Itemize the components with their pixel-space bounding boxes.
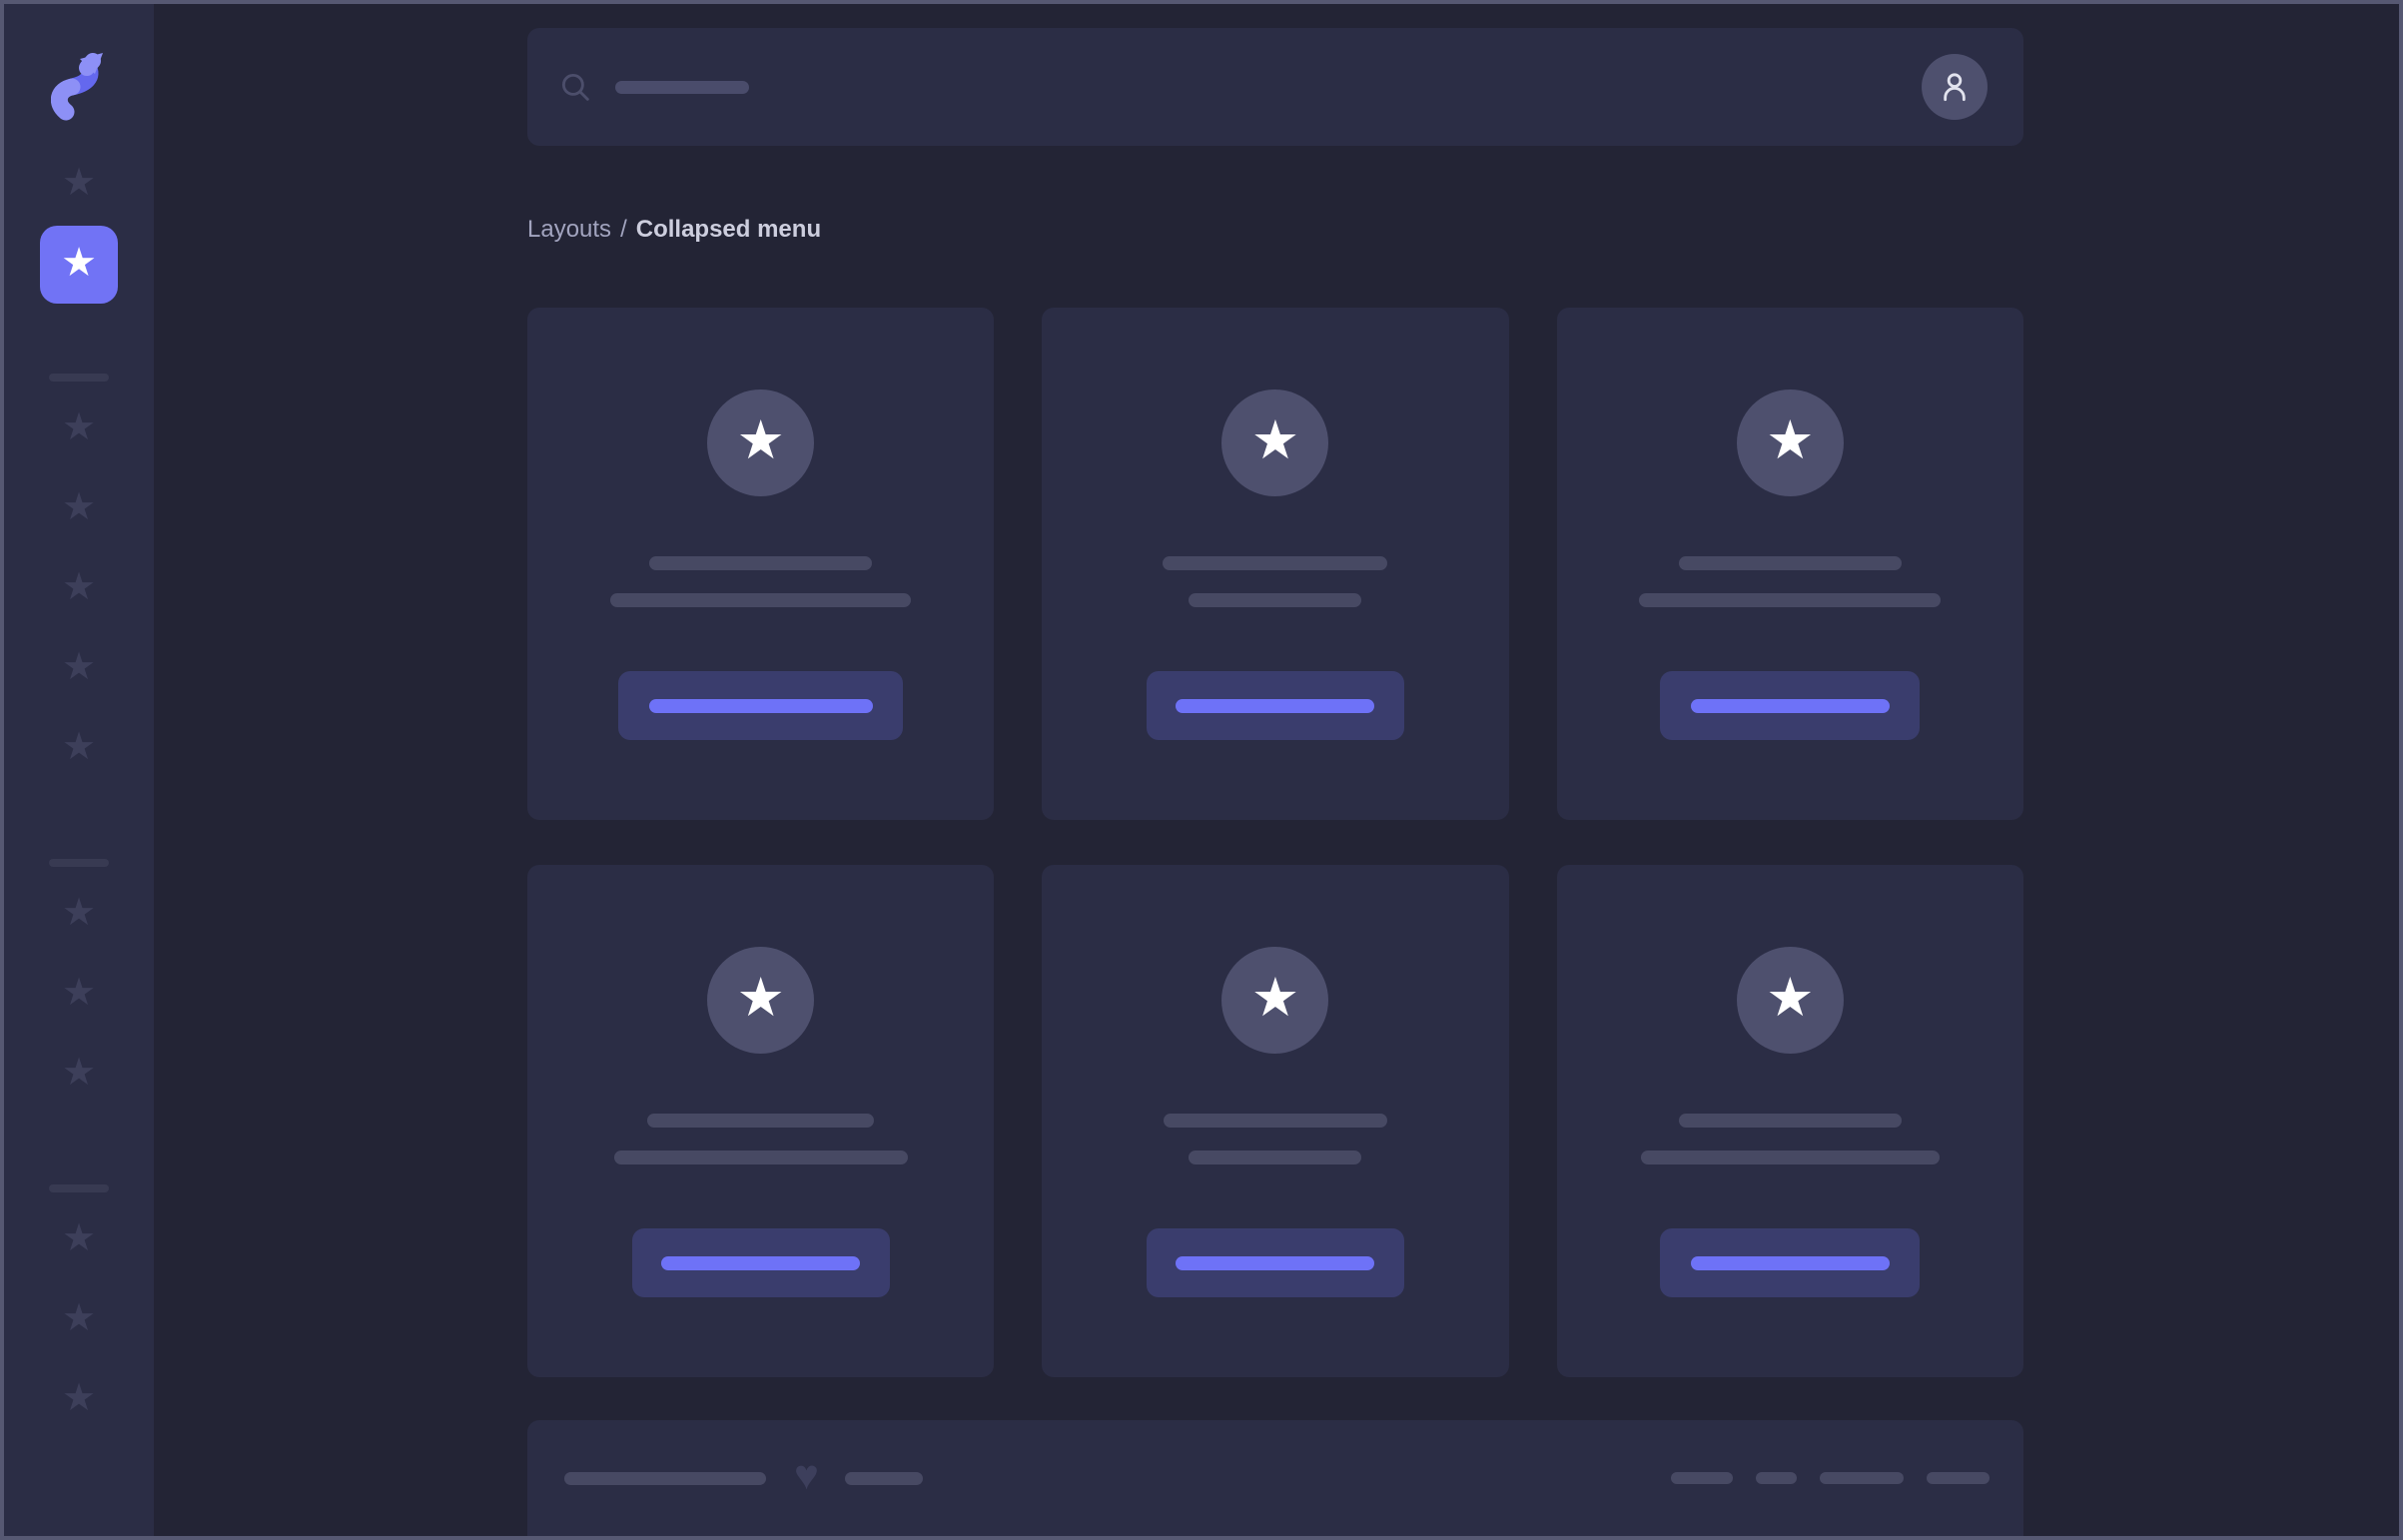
- s-arrow-logo-icon: [51, 53, 103, 121]
- card-text-line-1: [649, 556, 873, 570]
- sidebar-item-star[interactable]: ★: [4, 1360, 154, 1440]
- star-icon: ★: [1250, 409, 1300, 470]
- search-icon: [561, 73, 589, 101]
- footer-link-placeholder[interactable]: [1756, 1472, 1797, 1484]
- sidebar: ★ ★ ★ ★ ★ ★ ★ ★ ★ ★: [4, 4, 154, 1536]
- sidebar-item-star[interactable]: ★: [4, 629, 154, 709]
- card-button-label-line: [648, 698, 873, 713]
- sidebar-item-star[interactable]: ★: [4, 469, 154, 549]
- star-icon: ★: [61, 726, 97, 768]
- heart-icon: ♥: [794, 1451, 819, 1498]
- footer-link-placeholder[interactable]: [1671, 1472, 1733, 1484]
- sidebar-item-star[interactable]: ★: [4, 549, 154, 629]
- sidebar-item-star[interactable]: ★: [40, 226, 118, 304]
- card-action-button[interactable]: [1146, 1228, 1404, 1297]
- card-grid: ★ ★: [527, 308, 2023, 1377]
- card-star-avatar: ★: [707, 947, 815, 1054]
- star-icon: ★: [736, 967, 785, 1028]
- star-icon: ★: [61, 1217, 97, 1259]
- star-icon: ★: [61, 566, 97, 608]
- sidebar-item-star[interactable]: ★: [4, 1200, 154, 1280]
- star-icon: ★: [61, 1377, 97, 1419]
- card-star-avatar: ★: [707, 389, 815, 496]
- placeholder-card: ★: [527, 308, 995, 820]
- person-icon: [1944, 73, 1966, 102]
- star-icon: ★: [61, 1052, 97, 1094]
- card-action-button[interactable]: [1660, 1228, 1921, 1297]
- card-action-button[interactable]: [618, 671, 904, 740]
- sidebar-item-star[interactable]: ★: [4, 145, 154, 225]
- card-button-label-line: [1176, 1255, 1375, 1270]
- star-icon: ★: [1766, 967, 1815, 1028]
- breadcrumb-parent-link[interactable]: Layouts: [527, 215, 612, 243]
- footer-link-placeholder[interactable]: [1927, 1472, 1990, 1484]
- card-text-line-2: [1640, 1151, 1940, 1164]
- card-text-line-1: [1678, 1114, 1902, 1128]
- star-icon: ★: [61, 406, 97, 448]
- card-action-button[interactable]: [1146, 671, 1404, 740]
- star-icon: ★: [61, 486, 97, 528]
- star-icon: ★: [736, 409, 785, 470]
- card-star-avatar: ★: [1736, 947, 1844, 1054]
- app-logo[interactable]: [51, 44, 107, 126]
- user-avatar-button[interactable]: [1922, 54, 1988, 120]
- card-text-line-2: [610, 593, 912, 607]
- card-text-line-1: [1163, 1114, 1387, 1128]
- card-button-label-line: [1690, 698, 1890, 713]
- card-action-button[interactable]: [631, 1228, 890, 1297]
- star-icon: ★: [61, 972, 97, 1014]
- card-text-line-1: [1678, 556, 1902, 570]
- sidebar-item-star[interactable]: ★: [4, 1280, 154, 1360]
- footer-bar: ♥: [527, 1420, 2023, 1536]
- sidebar-divider: [49, 1184, 109, 1192]
- sidebar-item-star[interactable]: ★: [4, 955, 154, 1035]
- card-button-label-line: [661, 1255, 861, 1270]
- sidebar-item-star[interactable]: ★: [4, 875, 154, 955]
- star-icon: ★: [61, 892, 97, 934]
- star-icon: ★: [61, 1297, 97, 1339]
- card-action-button[interactable]: [1660, 671, 1921, 740]
- breadcrumb-separator: /: [620, 215, 627, 243]
- footer-text-line: [564, 1471, 766, 1485]
- card-button-label-line: [1176, 698, 1375, 713]
- card-text-line-2: [1189, 593, 1362, 607]
- sidebar-divider: [49, 374, 109, 382]
- sidebar-item-star[interactable]: ★: [4, 389, 154, 469]
- card-text-line-2: [1189, 1151, 1362, 1164]
- breadcrumb: Layouts / Collapsed menu: [527, 215, 2023, 244]
- star-icon: ★: [1766, 409, 1815, 470]
- placeholder-card: ★: [527, 865, 995, 1377]
- card-button-label-line: [1690, 1255, 1890, 1270]
- card-text-line-2: [613, 1151, 908, 1164]
- star-icon: ★: [61, 241, 97, 285]
- breadcrumb-current: Collapsed menu: [635, 215, 822, 243]
- sidebar-item-star[interactable]: ★: [4, 709, 154, 789]
- sidebar-divider: [49, 859, 109, 867]
- placeholder-card: ★: [1042, 865, 1509, 1377]
- main-content: Layouts / Collapsed menu ★ ★: [154, 4, 2399, 1536]
- star-icon: ★: [1250, 967, 1300, 1028]
- card-star-avatar: ★: [1221, 947, 1329, 1054]
- search-bar[interactable]: [527, 28, 2023, 146]
- placeholder-card: ★: [1556, 865, 2023, 1377]
- placeholder-card: ★: [1042, 308, 1509, 820]
- card-star-avatar: ★: [1736, 389, 1844, 496]
- placeholder-card: ★: [1556, 308, 2023, 820]
- card-text-line-1: [647, 1114, 875, 1128]
- footer-text-line: [844, 1471, 923, 1485]
- card-star-avatar: ★: [1221, 389, 1329, 496]
- star-icon: ★: [61, 162, 97, 204]
- footer-links: [1671, 1472, 1990, 1484]
- card-text-line-1: [1163, 556, 1388, 570]
- sidebar-item-star[interactable]: ★: [4, 1035, 154, 1115]
- sidebar-nav: ★ ★ ★ ★ ★ ★ ★ ★ ★ ★: [4, 145, 154, 1440]
- star-icon: ★: [61, 646, 97, 688]
- card-text-line-2: [1639, 593, 1942, 607]
- footer-link-placeholder[interactable]: [1820, 1472, 1904, 1484]
- search-placeholder-line: [615, 80, 749, 94]
